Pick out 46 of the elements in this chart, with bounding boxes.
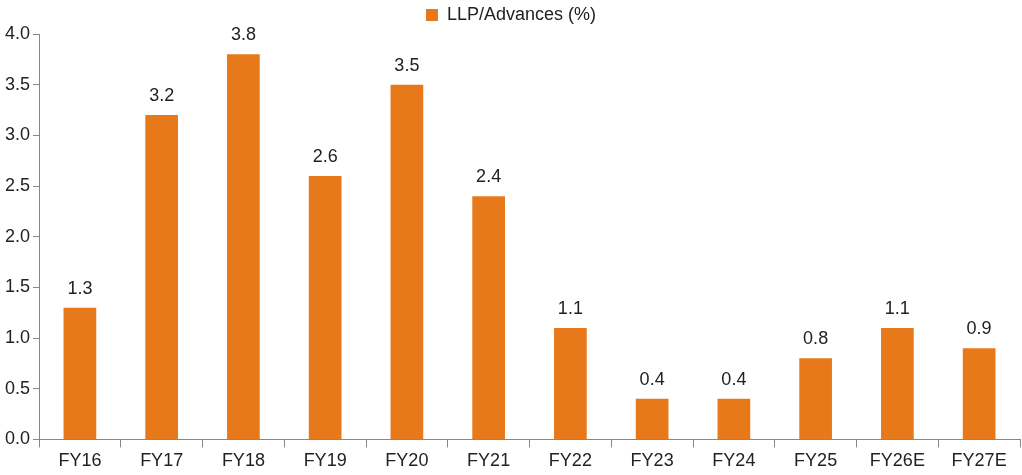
data-label: 0.9 bbox=[966, 318, 992, 339]
bar bbox=[227, 54, 260, 439]
y-tick-label: 1.5 bbox=[4, 276, 31, 297]
bar bbox=[962, 348, 996, 439]
bar bbox=[63, 307, 97, 439]
y-tick-label: 2.0 bbox=[4, 225, 31, 246]
x-tick-label: FY18 bbox=[221, 450, 265, 471]
bar bbox=[308, 175, 342, 439]
y-tick-label: 2.5 bbox=[4, 174, 31, 195]
data-label: 0.4 bbox=[721, 368, 747, 389]
x-tick-label: FY22 bbox=[548, 450, 592, 471]
bar bbox=[390, 84, 424, 439]
x-tick-label: FY19 bbox=[303, 450, 347, 471]
x-tick-label: FY21 bbox=[467, 450, 511, 471]
legend-label: LLP/Advances (%) bbox=[446, 3, 597, 24]
data-label: 0.8 bbox=[803, 328, 829, 349]
x-tick-label: FY17 bbox=[140, 450, 184, 471]
x-tick-label: FY23 bbox=[630, 450, 674, 471]
data-label: 1.1 bbox=[557, 297, 583, 318]
data-label: 3.5 bbox=[394, 54, 420, 75]
data-label: 1.1 bbox=[884, 297, 910, 318]
data-label: 2.4 bbox=[476, 166, 502, 187]
bar bbox=[145, 115, 178, 439]
y-tick-label: 1.0 bbox=[4, 327, 31, 348]
x-tick-label: FY16 bbox=[58, 450, 102, 471]
bar bbox=[635, 398, 669, 439]
data-label: 0.4 bbox=[639, 368, 665, 389]
bar bbox=[717, 398, 751, 439]
bar bbox=[799, 358, 832, 439]
y-tick-label: 0.5 bbox=[4, 377, 31, 398]
y-tick-label: 3.0 bbox=[4, 124, 31, 145]
y-tick-label: 0.0 bbox=[4, 428, 31, 449]
bar bbox=[472, 196, 505, 439]
data-label: 2.6 bbox=[312, 145, 338, 166]
bar bbox=[554, 327, 587, 439]
x-tick-label: FY27E bbox=[951, 450, 1007, 471]
data-label: 3.8 bbox=[230, 24, 256, 45]
bar bbox=[881, 327, 914, 439]
x-tick-label: FY24 bbox=[712, 450, 756, 471]
data-label: 3.2 bbox=[149, 85, 175, 106]
y-tick-label: 4.0 bbox=[4, 22, 31, 43]
x-tick-label: FY20 bbox=[385, 450, 429, 471]
x-tick-label: FY25 bbox=[794, 450, 838, 471]
x-tick-label: FY26E bbox=[869, 450, 925, 471]
data-label: 1.3 bbox=[67, 277, 93, 298]
y-tick-label: 3.5 bbox=[4, 73, 31, 94]
